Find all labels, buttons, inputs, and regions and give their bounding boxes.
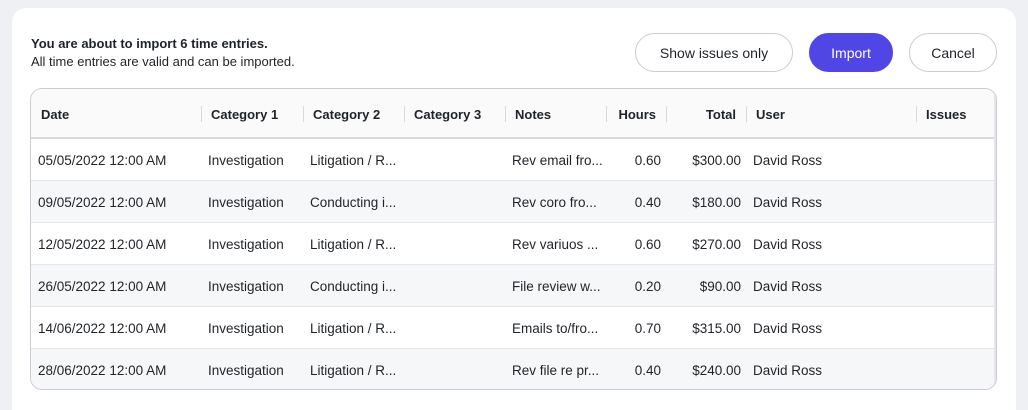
cell-category-2: Litigation / R... bbox=[310, 320, 397, 336]
cell-total: $300.00 bbox=[692, 152, 741, 168]
cell-notes: Rev email fro... bbox=[512, 152, 603, 168]
cell-category-1: Investigation bbox=[208, 320, 284, 336]
cell-user: David Ross bbox=[753, 236, 823, 252]
cell-notes: Rev variuos ... bbox=[512, 236, 599, 252]
cell-notes: Emails to/fro... bbox=[512, 320, 599, 336]
cell-user: David Ross bbox=[753, 278, 823, 294]
cell-category-2: Litigation / R... bbox=[310, 236, 397, 252]
cell-category-2: Conducting i... bbox=[310, 194, 397, 210]
column-header-category-3[interactable]: Category 3 bbox=[414, 106, 482, 122]
cell-hours: 0.60 bbox=[634, 152, 661, 168]
cell-notes: File review w... bbox=[512, 278, 601, 294]
cell-hours: 0.20 bbox=[634, 278, 661, 294]
column-divider[interactable] bbox=[303, 106, 304, 122]
column-header-user[interactable]: User bbox=[756, 106, 785, 122]
cell-date: 05/05/2022 12:00 AM bbox=[38, 152, 167, 168]
table-header: Date Category 1 Category 2 Category 3 No… bbox=[31, 89, 996, 139]
column-header-issues[interactable]: Issues bbox=[926, 106, 967, 122]
cell-date: 26/05/2022 12:00 AM bbox=[38, 278, 167, 294]
table-row[interactable]: 28/06/2022 12:00 AM Investigation Litiga… bbox=[31, 349, 996, 389]
column-header-notes[interactable]: Notes bbox=[515, 106, 552, 122]
cell-date: 12/05/2022 12:00 AM bbox=[38, 236, 167, 252]
cell-total: $315.00 bbox=[692, 320, 741, 336]
cell-notes: Rev file re pr... bbox=[512, 362, 600, 378]
summary-prefix: You are about to import bbox=[31, 36, 181, 51]
column-header-total[interactable]: Total bbox=[705, 106, 736, 122]
column-divider[interactable] bbox=[916, 106, 917, 122]
cell-category-2: Conducting i... bbox=[310, 278, 397, 294]
table-row[interactable]: 14/06/2022 12:00 AM Investigation Litiga… bbox=[31, 307, 996, 349]
cell-category-2: Litigation / R... bbox=[310, 152, 397, 168]
table-row[interactable]: 26/05/2022 12:00 AM Investigation Conduc… bbox=[31, 265, 996, 307]
import-summary-title: You are about to import 6 time entries. bbox=[31, 35, 295, 53]
cell-total: $240.00 bbox=[692, 362, 741, 378]
entry-count: 6 bbox=[180, 36, 188, 51]
table-row[interactable]: 12/05/2022 12:00 AM Investigation Litiga… bbox=[31, 223, 996, 265]
cell-hours: 0.40 bbox=[634, 194, 661, 210]
cell-notes: Rev coro fro... bbox=[512, 194, 597, 210]
cell-total: $90.00 bbox=[699, 278, 741, 294]
column-header-hours[interactable]: Hours bbox=[618, 106, 656, 122]
show-issues-only-button[interactable]: Show issues only bbox=[635, 33, 793, 72]
cancel-button[interactable]: Cancel bbox=[909, 33, 997, 72]
cell-hours: 0.60 bbox=[634, 236, 661, 252]
table-row[interactable]: 05/05/2022 12:00 AM Investigation Litiga… bbox=[31, 139, 996, 181]
column-divider[interactable] bbox=[606, 106, 607, 122]
cell-date: 28/06/2022 12:00 AM bbox=[38, 362, 167, 378]
cell-user: David Ross bbox=[753, 152, 823, 168]
import-summary-subtext: All time entries are valid and can be im… bbox=[31, 54, 295, 69]
cell-user: David Ross bbox=[753, 320, 823, 336]
cell-user: David Ross bbox=[753, 194, 823, 210]
cell-category-1: Investigation bbox=[208, 236, 284, 252]
column-header-category-2[interactable]: Category 2 bbox=[313, 106, 381, 122]
import-summary: You are about to import 6 time entries. … bbox=[31, 35, 295, 71]
cell-user: David Ross bbox=[753, 362, 823, 378]
cell-hours: 0.40 bbox=[634, 362, 661, 378]
cell-total: $270.00 bbox=[692, 236, 741, 252]
cell-category-2: Litigation / R... bbox=[310, 362, 397, 378]
column-divider[interactable] bbox=[746, 106, 747, 122]
cell-date: 09/05/2022 12:00 AM bbox=[38, 194, 167, 210]
cell-category-1: Investigation bbox=[208, 278, 284, 294]
table-scrollbar-track[interactable] bbox=[994, 89, 996, 389]
table-row[interactable]: 09/05/2022 12:00 AM Investigation Conduc… bbox=[31, 181, 996, 223]
import-button[interactable]: Import bbox=[809, 33, 893, 72]
cell-date: 14/06/2022 12:00 AM bbox=[38, 320, 167, 336]
cell-category-1: Investigation bbox=[208, 194, 284, 210]
summary-suffix: time entries. bbox=[187, 36, 268, 51]
column-header-category-1[interactable]: Category 1 bbox=[211, 106, 279, 122]
column-divider[interactable] bbox=[404, 106, 405, 122]
cell-category-1: Investigation bbox=[208, 362, 284, 378]
cell-hours: 0.70 bbox=[634, 320, 661, 336]
column-header-date[interactable]: Date bbox=[41, 106, 70, 122]
column-divider[interactable] bbox=[666, 106, 667, 122]
time-entries-table: Date Category 1 Category 2 Category 3 No… bbox=[30, 88, 997, 390]
column-divider[interactable] bbox=[201, 106, 202, 122]
column-divider[interactable] bbox=[505, 106, 506, 122]
cell-total: $180.00 bbox=[692, 194, 741, 210]
cell-category-1: Investigation bbox=[208, 152, 284, 168]
